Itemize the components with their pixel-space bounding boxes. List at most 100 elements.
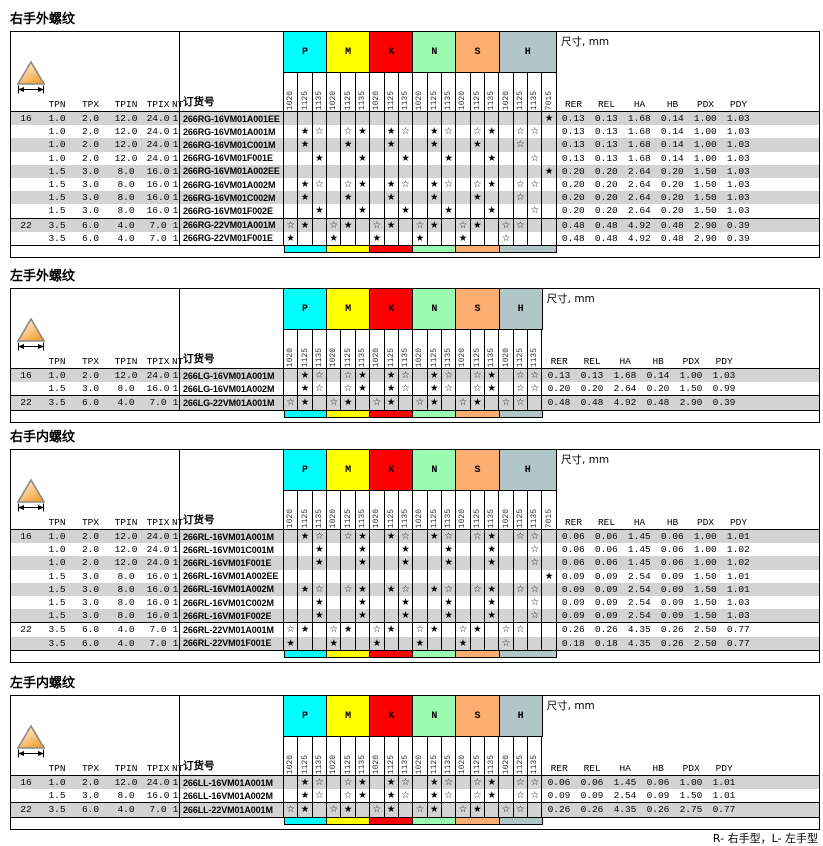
dim-value: 1.03 (726, 178, 750, 190)
grade-header-K: K (370, 696, 414, 737)
dimension-column-headers: RER REL HA HB PDX PDY (557, 517, 755, 528)
pitch-value-cell: 1.5 (48, 383, 66, 395)
col-header-nt: NT (172, 356, 184, 367)
grade-mark-empty (485, 396, 500, 410)
dim-value: 1.68 (613, 370, 637, 381)
order-number: 266RG-16VM01F001E (179, 151, 284, 165)
grade-mark-empty (385, 543, 399, 557)
grade-subcol-label: 1135 (401, 754, 411, 774)
grade-subcol-label: 1020 (329, 508, 339, 528)
grade-subcol-P-1135: 1135 (313, 73, 328, 111)
grade-mark-empty (456, 382, 471, 396)
table-row: 3.5 6.0 4.0 7.0 1 266RL-22VM01F001E ★ ★ ★ ★ ★ ☆ 0.18… (11, 636, 819, 650)
grade-subcol-N-1125: 1125 (428, 73, 442, 111)
grade-subcol-label: 1135 (487, 90, 497, 110)
dim-col-header-rel: REL (583, 356, 601, 367)
order-number: 266RL-22VM01F001E (179, 636, 284, 650)
grade-mark-empty (442, 191, 457, 205)
table-row: 16 1.0 2.0 12.0 24.0 1 266RG-16VM01A001EE ★ 0.13… (11, 112, 819, 126)
dim-value: 0.06 (594, 557, 618, 569)
dim-value: 2.64 (627, 205, 651, 217)
grade-mark-primary: ★ (399, 556, 414, 570)
pitch-value-cell: 12.0 (114, 777, 138, 788)
grade-mark-secondary: ☆ (456, 623, 471, 637)
dim-col-header-pdy: PDY (715, 763, 733, 774)
bottom-padding (11, 825, 819, 829)
grade-mark-secondary: ☆ (341, 125, 356, 139)
pitch-value-cell: 2.0 (81, 544, 100, 556)
grade-mark-primary: ★ (485, 789, 500, 803)
dimension-column-headers: RER REL HA HB PDX PDY (543, 356, 741, 367)
dim-col-header-hb: HB (652, 763, 664, 774)
dim-value: 1.03 (726, 139, 750, 151)
dim-value: 1.03 (726, 152, 750, 164)
grade-mark-empty (456, 151, 471, 165)
col-header-tpin: TPIN (114, 356, 138, 367)
grade-mark-secondary: ☆ (499, 623, 514, 637)
grade-subcol-label: 1020 (415, 90, 425, 110)
grade-mark-primary: ★ (385, 138, 399, 152)
grade-subcol-P-1125: 1125 (298, 330, 313, 368)
pitch-value-cell: 6.0 (81, 637, 100, 649)
col-header-tpx: TPX (81, 763, 100, 774)
grade-mark-empty (284, 569, 299, 583)
dim-value: 0.77 (726, 637, 750, 649)
grade-mark-secondary: ☆ (456, 396, 471, 410)
pitch-value-cell: 16.0 (146, 570, 170, 582)
col-header-tpn: TPN (48, 763, 66, 774)
grade-mark-secondary: ☆ (442, 125, 457, 139)
pitch-value-cell: 3.5 (48, 804, 66, 816)
grade-subcol-K-1020: 1020 (370, 491, 385, 529)
dim-value: 4.92 (627, 219, 651, 231)
grade-mark-primary: ★ (442, 609, 457, 623)
grade-mark-primary: ★ (485, 556, 500, 570)
grade-mark-empty (471, 556, 486, 570)
grade-subcol-label: 1135 (487, 754, 497, 774)
dim-value: 0.77 (712, 804, 736, 816)
strip-H (499, 410, 543, 418)
grade-mark-empty (385, 231, 399, 245)
dim-value: 0.26 (580, 804, 604, 816)
dim-value: 1.45 (627, 544, 651, 556)
pitch-value-cell: 2.0 (81, 531, 100, 542)
grade-mark-empty (528, 112, 543, 126)
dim-value: 0.13 (561, 152, 585, 164)
table-row: 1.5 3.0 8.0 16.0 1 266LL-16VM01A002M ★ ☆ ☆ ★ ★ ☆ ★ ☆ ☆… (11, 789, 819, 803)
dim-value: 2.64 (627, 165, 651, 177)
grade-mark-empty (514, 556, 529, 570)
dim-value: 1.03 (726, 192, 750, 204)
grade-mark-primary: ★ (298, 530, 313, 544)
dim-value: 0.09 (561, 596, 585, 608)
insert-size-cell (11, 152, 41, 165)
grade-subcol-M-1135: 1135 (356, 330, 371, 368)
grade-subcol-label: 1020 (501, 347, 511, 367)
grade-subcol-label: 1020 (458, 754, 468, 774)
dim-value: 0.20 (660, 205, 684, 217)
grade-subcol-M-1135: 1135 (356, 737, 371, 775)
grade-mark-empty (370, 112, 385, 126)
grade-mark-empty (471, 543, 486, 557)
grade-subcol-S-1020: 1020 (456, 73, 471, 111)
grade-mark-empty (399, 112, 414, 126)
grade-mark-empty (399, 191, 414, 205)
grade-mark-empty (442, 803, 457, 817)
grade-mark-primary: ★ (442, 595, 457, 610)
grade-header-N: N (413, 289, 457, 330)
dim-value: 1.50 (693, 570, 717, 582)
grade-mark-empty (428, 556, 442, 570)
dim-value: 0.13 (547, 370, 571, 381)
grade-mark-empty (499, 191, 514, 205)
dim-value: 1.50 (693, 178, 717, 190)
grade-mark-empty (442, 569, 457, 583)
grade-mark-secondary: ☆ (284, 218, 299, 232)
dim-value: 0.09 (660, 610, 684, 622)
col-header-tpx: TPX (81, 99, 100, 110)
grade-subcol-label: 1135 (314, 508, 324, 528)
grade-mark-primary: ★ (485, 530, 500, 544)
insert-size-cell: 16 (20, 113, 32, 124)
dim-value: 4.35 (627, 637, 651, 649)
grade-header-H: H (499, 289, 543, 330)
grade-mark-primary: ★ (313, 151, 328, 165)
grade-mark-empty (428, 543, 442, 557)
